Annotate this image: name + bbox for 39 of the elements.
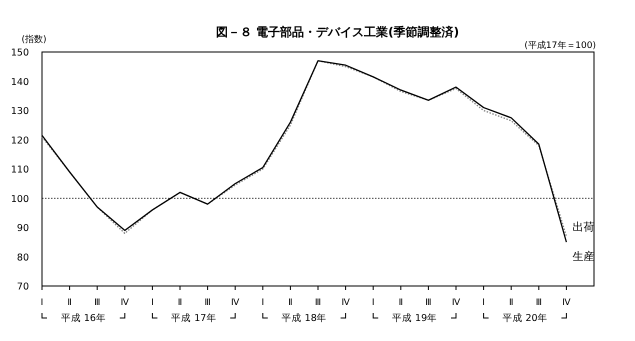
y-tick-label: 80 [16,252,29,264]
y-tick-label: 100 [10,194,29,205]
x-tick-label: Ⅳ [452,298,461,308]
y-tick-label: 140 [10,76,29,88]
x-tick-label: Ⅳ [562,298,572,308]
series-label: 生産 [572,250,594,264]
x-tick-label: Ⅲ [314,298,322,308]
y-tick-label: 150 [10,48,29,58]
x-tick-label: Ⅲ [536,298,542,308]
x-tick-label: Ⅰ [482,298,485,308]
series-label: 出荷 [572,220,594,234]
chart-subtitle: (平成17年＝100) [524,40,596,51]
x-tick-label: Ⅲ [425,298,432,308]
y-tick-label: 70 [16,282,29,292]
x-tick-label: Ⅲ [204,298,211,308]
x-tick-label: Ⅱ [288,298,293,308]
x-tick-label: Ⅲ [94,298,100,308]
x-tick-label: Ⅰ [40,298,44,308]
x-tick-label: Ⅳ [341,298,350,308]
text: 平成 16年 [60,312,106,324]
x-tick-label: Ⅳ [231,298,240,308]
text: 平成 20年 [502,312,548,324]
x-tick-label: Ⅱ [178,298,182,308]
x-tick-label: Ⅳ [120,298,130,308]
text: 平成 18年 [282,312,327,324]
chart-title: 図－８ 電子部品・デバイス工業(季節調整済) [216,25,460,39]
y-tick-label: 120 [10,135,29,146]
x-tick-label: Ⅰ [372,298,375,308]
y-tick-label: 90 [16,223,29,234]
x-tick-label: Ⅰ [261,298,264,308]
x-tick-label: Ⅰ [151,298,154,308]
text: 平成 17年 [171,312,216,324]
x-tick-label: Ⅱ [398,298,404,308]
y-axis-title: (指数) [21,34,47,45]
y-tick-label: 110 [10,164,29,176]
y-tick-label: 130 [10,106,29,117]
x-tick-label: Ⅱ [508,298,514,308]
text: 平成 19年 [392,312,438,324]
x-tick-label: Ⅱ [67,298,72,308]
